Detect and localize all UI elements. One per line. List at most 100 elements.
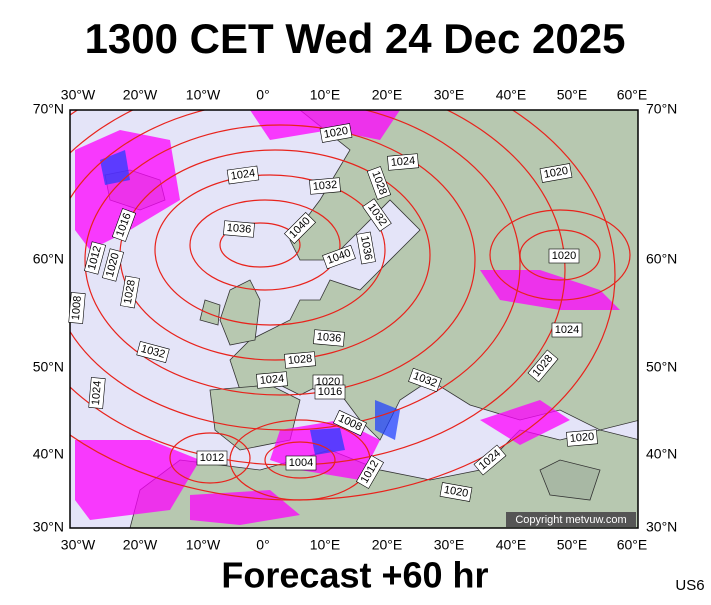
isobar-label: 1028 xyxy=(284,351,316,369)
lon-label-bottom: 30°W xyxy=(61,537,96,553)
isobar-label: 1012 xyxy=(196,450,228,466)
isobar-label: 1040 xyxy=(322,244,356,270)
isobar-label: 1032 xyxy=(309,177,341,195)
isobar-label-box xyxy=(333,409,367,437)
map-area: Copyright metvuw.com xyxy=(70,110,638,528)
isobar-label-text: 1020 xyxy=(543,165,569,181)
lat-label-left: 70°N xyxy=(33,101,64,117)
isobar-label-box xyxy=(88,377,106,409)
isobar-label-text: 1024 xyxy=(555,324,579,336)
lat-label-left: 40°N xyxy=(33,446,64,462)
lat-label-left: 60°N xyxy=(33,251,64,267)
isobar-label-box xyxy=(120,275,140,309)
lon-label-top: 40°E xyxy=(496,87,527,103)
heavy-precipitation xyxy=(100,150,400,455)
isobar-label-box xyxy=(356,231,376,265)
isobar-label-box xyxy=(439,482,473,502)
isobar-label-box xyxy=(284,212,316,244)
isobar-label-box xyxy=(551,322,583,338)
isobar-label-box xyxy=(362,198,392,232)
isobar-label-box xyxy=(111,208,137,242)
isobar-label-text: 1024 xyxy=(259,373,284,387)
isobar-label-box xyxy=(566,429,598,447)
isobar-label-box xyxy=(408,367,442,393)
isobar-label-text: 1016 xyxy=(318,386,342,398)
lat-label-right: 50°N xyxy=(646,359,677,375)
isobar-label-box xyxy=(309,177,341,195)
lon-label-bottom: 20°E xyxy=(372,537,403,553)
isobar-label-box xyxy=(285,455,317,471)
isobar-label: 1008 xyxy=(68,292,86,324)
isobar-label-box xyxy=(68,292,86,324)
lon-label-bottom: 30°E xyxy=(434,537,465,553)
isobar-label: 1028 xyxy=(527,349,559,383)
lon-label-bottom: 20°W xyxy=(123,537,158,553)
isobar-label-box xyxy=(473,444,507,476)
isobar-label: 1020 xyxy=(101,248,125,282)
isobar-label: 1020 xyxy=(319,123,353,143)
isobar-label: 1020 xyxy=(539,163,573,183)
isobar-label-box xyxy=(314,384,346,400)
isobar-label: 1036 xyxy=(313,329,345,347)
isobar-label-box xyxy=(313,329,345,347)
lat-label-right: 70°N xyxy=(646,101,677,117)
lon-label-top: 20°E xyxy=(372,87,403,103)
isobar-label: 1024 xyxy=(226,165,260,185)
isobar-label: 1020 xyxy=(439,482,473,502)
isobar-label-text: 1008 xyxy=(70,295,84,320)
isobar-label-box xyxy=(387,153,419,171)
isobar-label: 1032 xyxy=(408,367,442,393)
lon-label-top: 10°W xyxy=(186,87,221,103)
lon-label-top: 60°E xyxy=(617,87,648,103)
isobar-label-text: 1032 xyxy=(312,179,337,193)
lon-label-bottom: 40°E xyxy=(496,537,527,553)
isobar-label-text: 1024 xyxy=(230,167,256,182)
isobar-label-box xyxy=(527,349,559,383)
isobar-label-text: 1036 xyxy=(226,222,251,236)
isobar-label: 1020 xyxy=(566,429,598,447)
isobar-label-box xyxy=(366,166,392,200)
isobar-label-box xyxy=(322,244,356,270)
isobar-label: 1016 xyxy=(314,384,346,400)
isobar-label-box xyxy=(356,455,384,489)
lon-label-top: 20°W xyxy=(123,87,158,103)
isobar-label-box xyxy=(223,220,255,238)
isobar-label-text: 1004 xyxy=(289,457,313,469)
isobars xyxy=(70,110,631,501)
copyright: Copyright metvuw.com xyxy=(515,514,626,526)
isobar-label-text: 1036 xyxy=(358,235,374,261)
isobar-label-text: 1020 xyxy=(323,125,349,141)
lat-label-right: 40°N xyxy=(646,446,677,462)
isobar-label-text: 1020 xyxy=(443,484,469,500)
isobar-label-text: 1020 xyxy=(569,431,594,445)
isobar-label-text: 1028 xyxy=(122,279,138,305)
lon-label-top: 50°E xyxy=(557,87,588,103)
lon-label-top: 10°E xyxy=(310,87,341,103)
isobar-label: 1036 xyxy=(356,231,376,265)
isobar-label: 1020 xyxy=(548,248,580,264)
isobar-label: 1028 xyxy=(120,275,140,309)
isobar-label: 1004 xyxy=(285,455,317,471)
isobar-label: 1024 xyxy=(88,377,106,409)
isobar-label: 1024 xyxy=(551,322,583,338)
lat-label-right: 30°N xyxy=(646,519,677,535)
isobar-label: 1012 xyxy=(83,241,107,275)
isobar-label-text: 1024 xyxy=(90,380,104,405)
isobar-label-box xyxy=(548,248,580,264)
isobar-label-box xyxy=(539,163,573,183)
lat-label-left: 30°N xyxy=(33,519,64,535)
isobar-label: 1028 xyxy=(366,166,392,200)
isobar-label-text: 1024 xyxy=(390,155,415,169)
isobar-label: 1024 xyxy=(256,371,288,389)
isobar-label-box xyxy=(284,351,316,369)
isobar-label-text: 1020 xyxy=(552,250,576,262)
lat-label-right: 60°N xyxy=(646,251,677,267)
isobar-label: 1032 xyxy=(136,340,170,364)
lat-label-left: 50°N xyxy=(33,359,64,375)
lon-label-top: 30°W xyxy=(61,87,96,103)
copyright-box xyxy=(506,512,636,527)
lon-label-top: 0° xyxy=(256,87,269,103)
forecast: Forecast +60 hr xyxy=(221,555,488,596)
